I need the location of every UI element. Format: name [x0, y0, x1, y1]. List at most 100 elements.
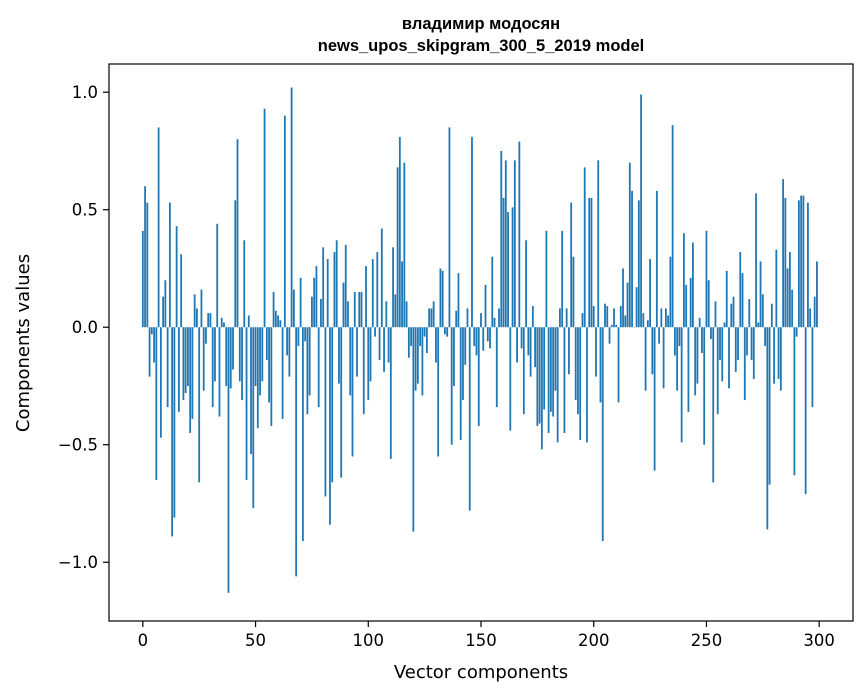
bar	[671, 125, 674, 328]
bar	[184, 327, 187, 394]
y-axis-label: Components values	[13, 254, 34, 432]
bar	[498, 308, 500, 328]
bar	[710, 327, 712, 339]
bar	[613, 308, 615, 328]
y-tick-label: 0.5	[72, 201, 98, 220]
bar	[403, 162, 406, 328]
bar	[559, 308, 561, 328]
bar	[601, 327, 604, 542]
bar	[421, 327, 424, 396]
bar	[759, 261, 762, 328]
bar	[511, 207, 514, 328]
bar	[568, 327, 570, 375]
bar	[238, 327, 241, 382]
bar	[263, 108, 266, 328]
bar	[730, 303, 733, 328]
bar	[791, 289, 794, 328]
bar	[536, 327, 539, 426]
bar	[311, 296, 313, 328]
bar	[378, 327, 381, 361]
bar	[175, 226, 178, 328]
bar	[261, 327, 264, 382]
bar	[412, 327, 415, 532]
bar	[283, 115, 286, 328]
bar	[583, 167, 586, 328]
bar	[703, 327, 706, 445]
bar	[211, 327, 214, 408]
bar	[380, 228, 383, 328]
x-tick-label: 50	[245, 631, 266, 650]
bar	[786, 268, 789, 328]
bar	[141, 230, 144, 328]
bar	[545, 230, 548, 328]
bar	[398, 136, 401, 328]
bar	[423, 327, 426, 337]
bar	[205, 327, 207, 344]
bar	[696, 327, 699, 384]
bar	[477, 327, 480, 426]
bar	[788, 252, 791, 328]
bar	[180, 254, 183, 328]
bar	[662, 327, 665, 389]
bar	[518, 141, 521, 328]
bar	[419, 327, 422, 347]
bar	[642, 313, 645, 328]
bar	[680, 327, 683, 443]
bar	[504, 160, 507, 328]
bar	[277, 315, 279, 328]
bar	[484, 284, 487, 328]
bar	[301, 327, 304, 542]
bar	[159, 327, 162, 438]
bar	[392, 247, 394, 328]
bar	[513, 160, 516, 328]
bar	[250, 327, 252, 455]
bar	[723, 322, 726, 328]
bar	[640, 94, 642, 328]
bar	[685, 284, 688, 328]
bar	[229, 327, 232, 389]
bar	[333, 252, 336, 328]
bar	[554, 327, 557, 391]
bar	[150, 327, 153, 335]
bar	[811, 327, 814, 408]
x-tick-label: 0	[138, 631, 149, 650]
bar	[153, 327, 155, 363]
bar	[770, 303, 773, 328]
bar	[214, 327, 216, 382]
bar	[389, 327, 392, 459]
axes	[108, 63, 854, 622]
bar	[664, 308, 667, 328]
bar	[755, 193, 757, 328]
bar	[383, 327, 385, 372]
bar	[631, 190, 633, 328]
bar	[360, 291, 363, 328]
bar	[728, 327, 730, 389]
bar	[509, 327, 512, 431]
bar	[166, 327, 169, 408]
bar	[387, 327, 390, 363]
bar	[743, 327, 746, 401]
bar	[164, 280, 167, 328]
bar	[322, 247, 325, 328]
bar	[689, 277, 692, 328]
bar	[543, 327, 546, 410]
bar	[773, 327, 775, 384]
bar	[155, 327, 158, 480]
bar	[410, 327, 413, 347]
plot-frame	[108, 63, 854, 622]
bar	[252, 327, 255, 509]
bar	[209, 313, 212, 328]
bar	[750, 327, 753, 361]
bar	[748, 299, 751, 328]
bar	[619, 306, 622, 328]
bar	[707, 280, 710, 328]
bar	[809, 308, 812, 328]
bar	[705, 230, 708, 328]
bar	[766, 327, 769, 530]
bar	[256, 327, 259, 429]
bar	[376, 252, 379, 328]
bar	[462, 327, 464, 401]
bar	[198, 327, 201, 483]
y-tick-label: −0.5	[58, 436, 98, 455]
